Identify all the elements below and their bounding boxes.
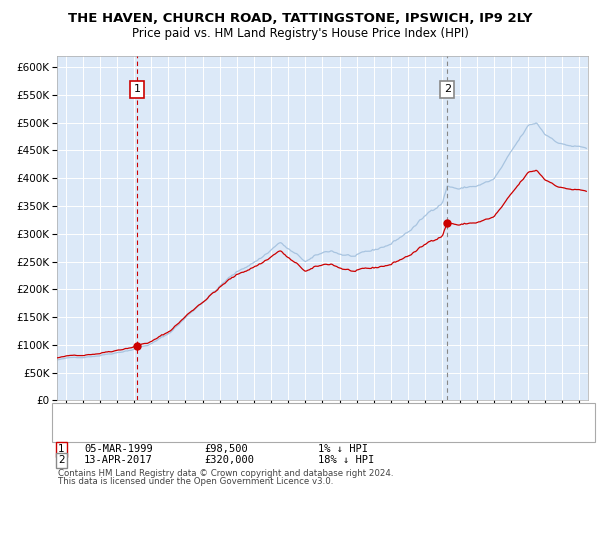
Text: This data is licensed under the Open Government Licence v3.0.: This data is licensed under the Open Gov… [58, 477, 334, 486]
Text: Price paid vs. HM Land Registry's House Price Index (HPI): Price paid vs. HM Land Registry's House … [131, 27, 469, 40]
Text: £98,500: £98,500 [204, 444, 248, 454]
Text: £320,000: £320,000 [204, 455, 254, 465]
Text: 2: 2 [58, 455, 65, 465]
Text: 18% ↓ HPI: 18% ↓ HPI [318, 455, 374, 465]
Text: THE HAVEN, CHURCH ROAD, TATTINGSTONE, IPSWICH, IP9 2LY (detached house): THE HAVEN, CHURCH ROAD, TATTINGSTONE, IP… [89, 413, 482, 423]
Text: THE HAVEN, CHURCH ROAD, TATTINGSTONE, IPSWICH, IP9 2LY: THE HAVEN, CHURCH ROAD, TATTINGSTONE, IP… [68, 12, 532, 25]
Text: Contains HM Land Registry data © Crown copyright and database right 2024.: Contains HM Land Registry data © Crown c… [58, 469, 394, 478]
Text: 1: 1 [58, 444, 65, 454]
Text: 1% ↓ HPI: 1% ↓ HPI [318, 444, 368, 454]
Text: 2: 2 [443, 85, 451, 94]
Text: 05-MAR-1999: 05-MAR-1999 [84, 444, 153, 454]
Text: HPI: Average price, detached house, Babergh: HPI: Average price, detached house, Babe… [89, 424, 311, 435]
Text: 13-APR-2017: 13-APR-2017 [84, 455, 153, 465]
Text: 1: 1 [133, 85, 140, 94]
